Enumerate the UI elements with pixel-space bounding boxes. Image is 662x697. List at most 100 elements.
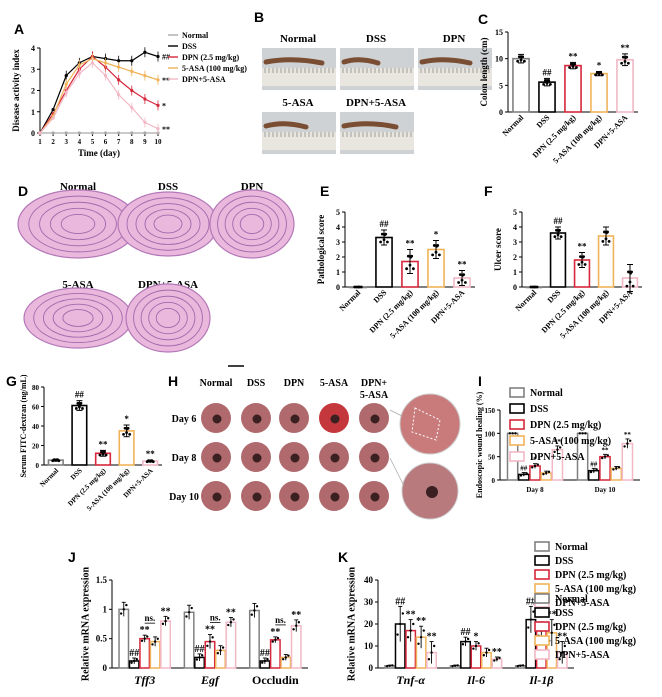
chart-j-sig-label: ** <box>205 625 215 636</box>
legend-a-label: Normal <box>182 31 209 40</box>
chart-c-category-label: DSS <box>535 113 552 130</box>
chart-c-point <box>517 55 521 59</box>
chart-e-ytick-label: 4 <box>336 223 340 232</box>
chart-a-sig-label: * <box>162 101 166 110</box>
chart-i-point <box>584 432 587 435</box>
panel-h-lumen <box>290 414 300 424</box>
chart-a-point <box>117 93 121 97</box>
chart-f-point <box>553 235 557 239</box>
chart-a-point <box>156 78 160 82</box>
panel-d-section-ring <box>39 201 117 247</box>
chart-i-point <box>629 439 632 442</box>
chart-c-point <box>520 55 523 59</box>
chart-j-bar <box>183 611 195 669</box>
panel-d-section <box>125 283 211 353</box>
chart-k-point <box>553 623 556 627</box>
legend-a-label: 5-ASA (100 mg/kg) <box>182 64 247 73</box>
legK-label: Normal <box>555 594 588 605</box>
legK-swatch <box>534 621 550 632</box>
chart-f-sig-label: ## <box>554 216 564 226</box>
chart-a-point <box>64 131 68 135</box>
chart-j-ns-label: ns. <box>145 613 156 623</box>
legJ-label: Normal <box>555 542 588 553</box>
chart-j-point <box>125 603 128 607</box>
chart-i-bar <box>599 455 611 481</box>
panel-h-lumen <box>330 453 340 463</box>
chart-i-point <box>531 466 534 469</box>
chart-a-sig-label: ## <box>162 53 170 62</box>
chart-k-point <box>419 636 423 639</box>
panel-d-section-ring <box>217 195 287 253</box>
legJ-swatch <box>534 569 550 580</box>
chart-f-point <box>601 240 605 243</box>
chart-i-category-label: Day 10 <box>595 486 616 494</box>
chart-f-point <box>535 285 539 289</box>
chart-g-point <box>74 407 78 410</box>
chart-c-sig-label: ** <box>569 51 579 61</box>
panel-d-section-ring <box>135 203 201 245</box>
chart-j-bar <box>225 621 237 669</box>
chart-f-ytick-label: 3 <box>513 238 517 247</box>
panel-d-section <box>117 191 219 257</box>
chart-c-point <box>620 61 624 65</box>
chart-i-point <box>545 471 548 475</box>
chart-g-point <box>125 427 129 431</box>
chart-a-point <box>77 63 81 67</box>
panel-label-j: J <box>68 549 76 565</box>
chart-c-point <box>624 56 627 60</box>
chart-i-sig-label: ## <box>520 465 528 473</box>
chart-e-point <box>457 281 461 284</box>
panel-b-colon <box>419 57 473 66</box>
chart-a-point <box>51 108 55 112</box>
panel-d-section-ring <box>126 197 210 251</box>
chart-a-point <box>117 59 121 63</box>
chart-i-sig-label: ## <box>590 460 598 468</box>
chart-a-point <box>143 97 147 101</box>
panel-h-lumen <box>330 414 340 424</box>
panel-j-legend: Normal DSS DPN (2.5 mg/kg) 5-ASA (100 mg/kg… <box>534 541 636 609</box>
chart-g-ytick-label: 20 <box>32 443 40 451</box>
chart-a-point <box>77 131 81 135</box>
chart-k-point <box>461 643 465 646</box>
chart-c-point <box>623 60 627 63</box>
chart-k-point <box>493 659 496 662</box>
chart-j-point <box>153 640 157 643</box>
chart-a-point <box>143 74 147 78</box>
chart-j-point <box>274 638 277 642</box>
chart-f-bar <box>549 232 567 288</box>
panel-b-ruler <box>262 132 336 150</box>
panel-d-section-ring <box>140 295 196 341</box>
chart-k-point <box>391 664 394 667</box>
chart-j-category-label: Egf <box>200 673 220 687</box>
panel-d-section-ring <box>144 208 192 240</box>
chart-e-point <box>411 267 415 271</box>
panel-h-group-label: DPN+ <box>361 378 388 389</box>
panel-b-colon <box>341 57 381 66</box>
legK-swatch <box>534 635 550 646</box>
chart-j-point <box>135 658 139 661</box>
chart-e-point <box>461 273 464 277</box>
panel-h-lumen <box>252 453 262 463</box>
panel-h-day-label: Day 10 <box>169 492 199 503</box>
chart-i-sig-label: ** <box>602 446 610 454</box>
chart-i-category-label: Day 8 <box>526 486 544 494</box>
chart-i-point <box>522 473 525 476</box>
chart-c-point <box>545 81 549 85</box>
chart-i-sig-label: ** <box>624 431 632 439</box>
panel-h-zoom-connector <box>389 457 405 487</box>
chart-j-point <box>200 654 204 657</box>
panel-h-group-label: DPN <box>284 378 305 389</box>
chart-j-bar <box>290 625 302 669</box>
chart-j-point <box>232 618 235 621</box>
panel-h-group-label: Normal <box>200 378 233 389</box>
chart-a-point <box>117 78 121 82</box>
chart-k-sig-label: ## <box>526 596 536 607</box>
chart-e-ytick-label: 0 <box>336 283 340 292</box>
chart-k-point <box>472 647 475 650</box>
chart-i-sig-label: ** <box>554 438 562 446</box>
panel-h-lumen <box>330 492 340 502</box>
panel-h-zoom-image <box>399 393 461 455</box>
